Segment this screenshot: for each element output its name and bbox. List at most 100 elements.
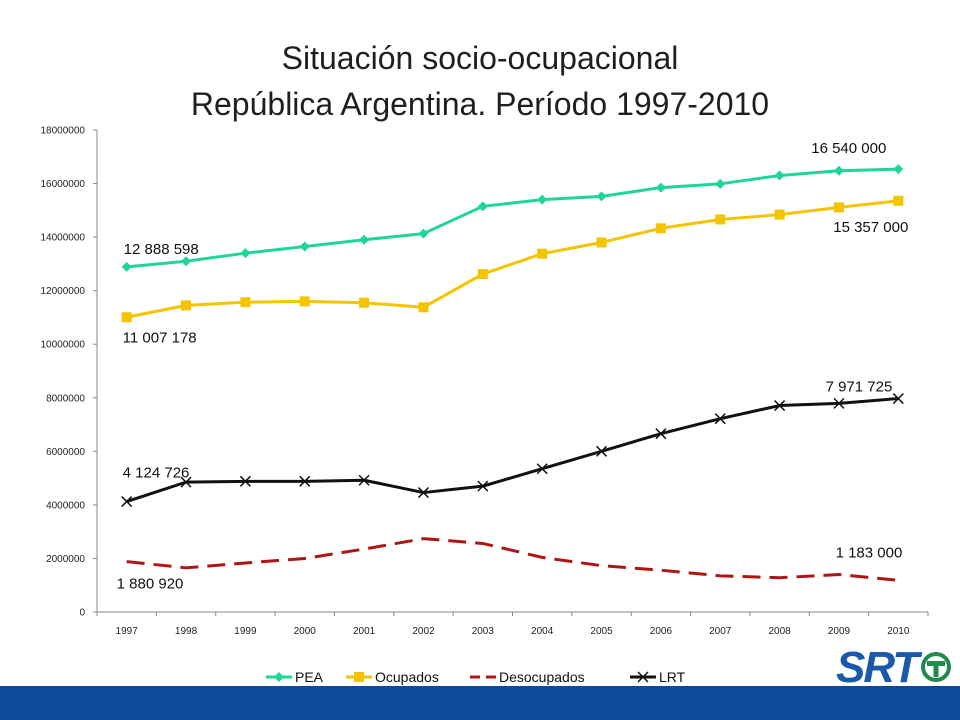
- y-tick-label: 12000000: [41, 286, 86, 297]
- series-line-lrt: [126, 397, 899, 503]
- data-point-lrt: [714, 413, 726, 425]
- data-point-pea: [359, 234, 370, 245]
- series-ocupados: [121, 195, 904, 323]
- data-point-lrt: [833, 397, 845, 409]
- data-label: 7 971 725: [826, 379, 893, 396]
- data-label: 15 357 000: [833, 219, 908, 236]
- x-tick-label: 1998: [175, 626, 198, 637]
- data-point-pea: [715, 178, 726, 189]
- data-point-ocupados: [477, 269, 488, 280]
- series-line-desocupados: [126, 537, 899, 582]
- y-tick-label: 4000000: [46, 500, 85, 511]
- series-pea: [121, 164, 904, 272]
- data-point-lrt: [121, 496, 133, 508]
- data-label: 4 124 726: [123, 465, 190, 482]
- x-tick-label: 2003: [472, 626, 495, 637]
- data-point-ocupados: [121, 312, 132, 323]
- data-point-ocupados: [833, 202, 844, 213]
- data-point-ocupados: [418, 302, 429, 313]
- chart-subtitle: República Argentina. Período 1997-2010: [190, 86, 770, 122]
- data-point-pea: [774, 170, 785, 181]
- data-point-lrt: [299, 475, 311, 487]
- y-tick-label: 8000000: [46, 393, 85, 404]
- x-tick-label: 1999: [234, 626, 257, 637]
- series-lrt: [121, 393, 904, 508]
- series-layer: [121, 164, 904, 582]
- data-point-ocupados: [893, 195, 904, 206]
- logo-emblem-icon: [921, 652, 951, 682]
- data-point-lrt: [892, 393, 904, 405]
- data-point-ocupados: [537, 248, 548, 259]
- data-point-pea: [240, 248, 251, 259]
- legend: PEA Ocupados Desocupados LRT: [266, 669, 686, 685]
- data-point-pea: [121, 261, 132, 272]
- legend-label-ocupados: Ocupados: [375, 669, 439, 685]
- data-point-pea: [299, 241, 310, 252]
- data-point-lrt: [358, 474, 370, 486]
- x-tick-label: 2002: [412, 626, 435, 637]
- y-tick-label: 16000000: [41, 179, 86, 190]
- data-point-lrt: [655, 428, 667, 440]
- data-point-ocupados: [596, 237, 607, 248]
- legend-item-desocupados: Desocupados: [470, 669, 585, 685]
- x-tick-label: 2005: [590, 626, 613, 637]
- data-point-lrt: [774, 400, 786, 412]
- data-point-pea: [181, 256, 192, 267]
- data-label: 1 880 920: [117, 576, 184, 593]
- x-tick-label: 2000: [294, 626, 317, 637]
- x-tick-label: 2008: [768, 626, 791, 637]
- y-tick-label: 14000000: [41, 233, 86, 244]
- legend-label-desocupados: Desocupados: [499, 669, 585, 685]
- data-point-ocupados: [240, 297, 251, 308]
- series-desocupados: [126, 537, 899, 582]
- legend-item-pea: PEA: [266, 669, 324, 685]
- srt-logo: SRT: [836, 646, 951, 688]
- x-tick-label: 2010: [887, 626, 910, 637]
- series-line-pea: [126, 167, 899, 269]
- series-line-ocupados: [126, 199, 899, 319]
- x-tick-label: 2009: [828, 626, 851, 637]
- data-label: 12 888 598: [124, 241, 199, 258]
- legend-label-lrt: LRT: [659, 669, 686, 685]
- data-label: 16 540 000: [811, 140, 886, 157]
- legend-item-lrt: LRT: [630, 669, 686, 685]
- data-point-ocupados: [181, 300, 192, 311]
- data-label: 11 007 178: [123, 329, 197, 346]
- data-point-ocupados: [715, 214, 726, 225]
- x-tick-label: 2006: [650, 626, 673, 637]
- x-tick-label: 2007: [709, 626, 732, 637]
- data-point-pea: [833, 165, 844, 176]
- x-tick-label: 2004: [531, 626, 554, 637]
- data-point-lrt: [596, 445, 608, 457]
- data-point-lrt: [536, 463, 548, 475]
- chart-axes: 0 2000000 4000000 6000000 8000000 10000000 120…: [41, 126, 929, 637]
- data-point-ocupados: [359, 297, 370, 308]
- legend-item-ocupados: Ocupados: [346, 669, 439, 685]
- data-point-lrt: [477, 480, 489, 492]
- logo-text: SRT: [836, 646, 922, 688]
- data-point-pea: [537, 194, 548, 205]
- x-tick-label: 1997: [116, 626, 139, 637]
- legend-label-pea: PEA: [295, 669, 324, 685]
- data-point-lrt: [417, 487, 429, 499]
- data-point-ocupados: [299, 296, 310, 307]
- y-tick-label: 18000000: [41, 126, 86, 137]
- data-label: 1 183 000: [836, 544, 903, 561]
- data-point-pea: [418, 228, 429, 239]
- x-tick-label: 2001: [353, 626, 376, 637]
- y-tick-label: 0: [79, 608, 85, 619]
- data-labels: 16 540 000 12 888 598 15 357 000 11 007 178…: [117, 140, 909, 593]
- legend-marker-lrt: [637, 671, 649, 683]
- data-point-ocupados: [774, 209, 785, 220]
- legend-marker-pea: [274, 672, 284, 682]
- data-point-lrt: [180, 476, 192, 488]
- data-point-pea: [655, 182, 666, 193]
- y-tick-label: 6000000: [46, 447, 85, 458]
- footer-bar: [0, 686, 960, 720]
- y-tick-label: 2000000: [46, 554, 85, 565]
- data-point-pea: [477, 201, 488, 212]
- data-point-ocupados: [655, 223, 666, 234]
- data-point-pea: [893, 164, 904, 175]
- legend-marker-ocupados: [354, 672, 364, 682]
